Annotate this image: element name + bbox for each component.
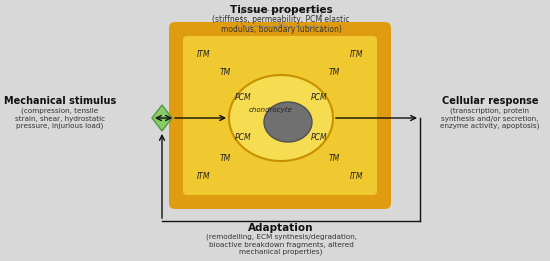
FancyBboxPatch shape (169, 22, 391, 209)
Text: Mechanical stimulus: Mechanical stimulus (4, 96, 116, 106)
Text: TM: TM (220, 68, 231, 77)
Text: Cellular response: Cellular response (442, 96, 538, 106)
Text: ITM: ITM (349, 172, 363, 181)
Text: (transcription, protein
synthesis and/or secretion,
enzyme activity, apoptosis): (transcription, protein synthesis and/or… (441, 108, 540, 129)
Text: TM: TM (220, 154, 231, 163)
Text: Adaptation: Adaptation (248, 223, 314, 233)
FancyBboxPatch shape (183, 36, 377, 195)
Text: ITM: ITM (197, 172, 211, 181)
Text: Tissue properties: Tissue properties (230, 5, 332, 15)
Text: TM: TM (329, 154, 340, 163)
Text: PCM: PCM (235, 93, 251, 103)
Text: ITM: ITM (197, 50, 211, 59)
Ellipse shape (264, 102, 312, 142)
Text: (remodelling, ECM synthesis/degradation,
bioactive breakdown fragments, altered
: (remodelling, ECM synthesis/degradation,… (206, 234, 356, 255)
Text: PCM: PCM (311, 93, 327, 103)
Polygon shape (152, 105, 172, 131)
Text: TM: TM (329, 68, 340, 77)
Text: PCM: PCM (235, 133, 251, 143)
Text: PCM: PCM (311, 133, 327, 143)
Bar (241, 10, 321, 26)
Ellipse shape (229, 75, 333, 161)
Text: chondrocyte: chondrocyte (249, 107, 293, 113)
Text: (stiffness, permeability, PCM elastic
modulus, boundary lubrication): (stiffness, permeability, PCM elastic mo… (212, 15, 350, 34)
Text: (compression, tensile
strain, shear, hydrostatic
pressure, injurious load): (compression, tensile strain, shear, hyd… (15, 108, 105, 129)
Text: ITM: ITM (349, 50, 363, 59)
